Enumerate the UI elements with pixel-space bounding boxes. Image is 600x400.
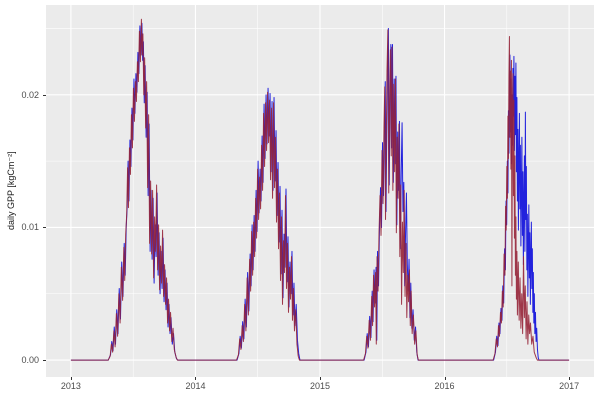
y-tick-label: 0.00	[21, 355, 39, 366]
y-tick-label: 0.01	[21, 222, 39, 233]
x-tick-mark	[444, 377, 446, 380]
y-tick-mark	[43, 227, 46, 229]
x-tick-mark	[320, 377, 321, 380]
x-tick-label: 2014	[185, 381, 206, 391]
x-tick-mark	[569, 377, 571, 380]
y-tick-mark	[43, 94, 46, 96]
plot-canvas	[46, 5, 594, 377]
y-axis-title: daily GPP [kgCm⁻²]	[6, 151, 16, 231]
x-tick-label: 2013	[60, 381, 81, 391]
y-tick-mark	[43, 360, 46, 362]
x-tick-label: 2015	[309, 381, 331, 391]
x-tick-mark	[195, 377, 197, 380]
series-line-red	[70, 18, 570, 361]
x-tick-mark	[70, 377, 72, 380]
x-tick-label: 2017	[559, 381, 580, 391]
y-tick-label: 0.02	[21, 89, 39, 100]
plot-panel	[46, 5, 594, 377]
x-tick-label: 2016	[434, 381, 455, 391]
